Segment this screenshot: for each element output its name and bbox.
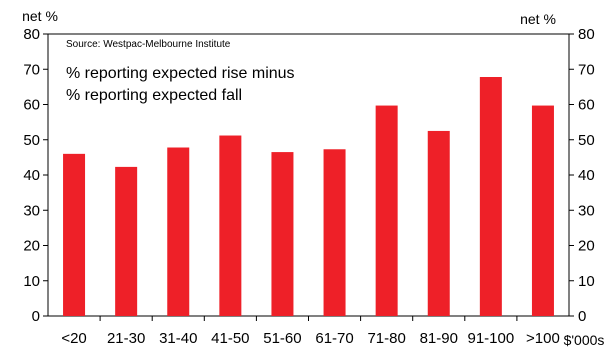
bar-4 bbox=[271, 152, 294, 316]
left-tick-label-4: 40 bbox=[23, 167, 40, 184]
x-tick-label-8: 91-100 bbox=[467, 330, 514, 347]
bar-1 bbox=[115, 166, 138, 316]
bar-6 bbox=[375, 105, 398, 317]
left-tick-label-0: 0 bbox=[32, 308, 40, 325]
bar-0 bbox=[63, 153, 86, 316]
left-axis-unit: net % bbox=[22, 8, 58, 24]
right-tick-label-8: 80 bbox=[578, 26, 595, 43]
x-tick-label-7: 81-90 bbox=[420, 330, 458, 347]
x-tick-label-4: 51-60 bbox=[263, 330, 301, 347]
x-tick-label-6: 71-80 bbox=[367, 330, 405, 347]
x-tick-label-0: <20 bbox=[61, 330, 86, 347]
right-tick-label-3: 30 bbox=[578, 202, 595, 219]
left-tick-label-8: 80 bbox=[23, 26, 40, 43]
right-tick-label-6: 60 bbox=[578, 97, 595, 114]
x-tick-label-9: >100 bbox=[526, 330, 560, 347]
bars bbox=[63, 77, 554, 317]
x-tick-label-1: 21-30 bbox=[107, 330, 145, 347]
right-tick-label-4: 40 bbox=[578, 167, 595, 184]
x-tick-label-5: 61-70 bbox=[315, 330, 353, 347]
bar-7 bbox=[427, 130, 450, 316]
x-tick-label-3: 41-50 bbox=[211, 330, 249, 347]
x-axis-ticks: <20 21-30 31-40 41-50 51-60 61-70 71-80 81-90 91… bbox=[61, 316, 560, 347]
left-tick-label-5: 50 bbox=[23, 132, 40, 149]
left-tick-label-7: 70 bbox=[23, 61, 40, 78]
left-tick-label-2: 20 bbox=[23, 238, 40, 255]
x-axis-unit: $'000s bbox=[564, 332, 605, 348]
annotation-line-1: % reporting expected rise minus bbox=[66, 65, 295, 82]
annotation-line-2: % reporting expected fall bbox=[66, 87, 242, 104]
left-tick-label-6: 60 bbox=[23, 97, 40, 114]
right-tick-label-5: 50 bbox=[578, 132, 595, 149]
bar-8 bbox=[479, 77, 502, 316]
chart-source: Source: Westpac-Melbourne Institute bbox=[66, 39, 231, 50]
bar-2 bbox=[167, 147, 190, 316]
right-tick-label-1: 10 bbox=[578, 273, 595, 290]
left-tick-label-3: 30 bbox=[23, 202, 40, 219]
left-tick-label-1: 10 bbox=[23, 273, 40, 290]
bar-9 bbox=[531, 105, 554, 317]
right-tick-label-7: 70 bbox=[578, 61, 595, 78]
left-axis-ticks: 0 10 20 30 40 50 60 70 80 bbox=[23, 26, 48, 325]
right-axis-unit: net % bbox=[520, 11, 556, 27]
right-tick-label-2: 20 bbox=[578, 238, 595, 255]
bar-5 bbox=[323, 149, 346, 316]
right-tick-label-0: 0 bbox=[578, 308, 586, 325]
x-tick-label-2: 31-40 bbox=[159, 330, 197, 347]
bar-3 bbox=[219, 135, 242, 316]
right-axis-ticks: 0 10 20 30 40 50 60 70 80 bbox=[569, 26, 595, 325]
